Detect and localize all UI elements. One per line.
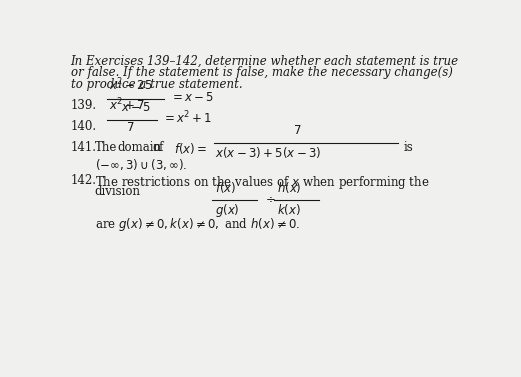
Text: of: of (153, 141, 164, 154)
Text: $(-\infty, 3) \cup (3, \infty).$: $(-\infty, 3) \cup (3, \infty).$ (95, 157, 187, 172)
Text: $g(x)$: $g(x)$ (215, 202, 239, 219)
Text: In Exercises 139–142, determine whether each statement is true: In Exercises 139–142, determine whether … (70, 55, 458, 67)
Text: $7$: $7$ (126, 121, 134, 135)
Text: division: division (95, 185, 141, 198)
Text: $x^2 - 25$: $x^2 - 25$ (109, 77, 153, 93)
Text: $h(x)$: $h(x)$ (277, 179, 301, 195)
Text: $\div$: $\div$ (265, 192, 276, 205)
Text: or false. If the statement is false, make the necessary change(s): or false. If the statement is false, mak… (70, 66, 452, 79)
Text: domain: domain (118, 141, 162, 154)
Text: 141.: 141. (70, 141, 96, 154)
Text: 139.: 139. (70, 99, 97, 112)
Text: to produce a true statement.: to produce a true statement. (70, 78, 242, 90)
Text: $k(x)$: $k(x)$ (277, 202, 301, 216)
Text: $x^2 + 7$: $x^2 + 7$ (109, 97, 146, 114)
Text: $= x^2 + 1$: $= x^2 + 1$ (162, 110, 213, 127)
Text: 142.: 142. (70, 174, 96, 187)
Text: are $g(x) \neq 0, k(x) \neq 0,$ and $h(x) \neq 0.$: are $g(x) \neq 0, k(x) \neq 0,$ and $h(x… (95, 216, 300, 233)
Text: 140.: 140. (70, 120, 97, 133)
Text: The: The (95, 141, 117, 154)
Text: $7$: $7$ (293, 124, 302, 137)
Text: $f(x) =$: $f(x) =$ (173, 141, 207, 156)
Text: $x - 5$: $x - 5$ (121, 101, 151, 114)
Text: The restrictions on the values of $x$ when performing the: The restrictions on the values of $x$ wh… (95, 174, 429, 191)
Text: $x(x - 3) + 5(x - 3)$: $x(x - 3) + 5(x - 3)$ (215, 144, 321, 159)
Text: $f(x)$: $f(x)$ (215, 179, 236, 195)
Text: $= x - 5$: $= x - 5$ (170, 91, 214, 104)
Text: is: is (404, 141, 414, 154)
